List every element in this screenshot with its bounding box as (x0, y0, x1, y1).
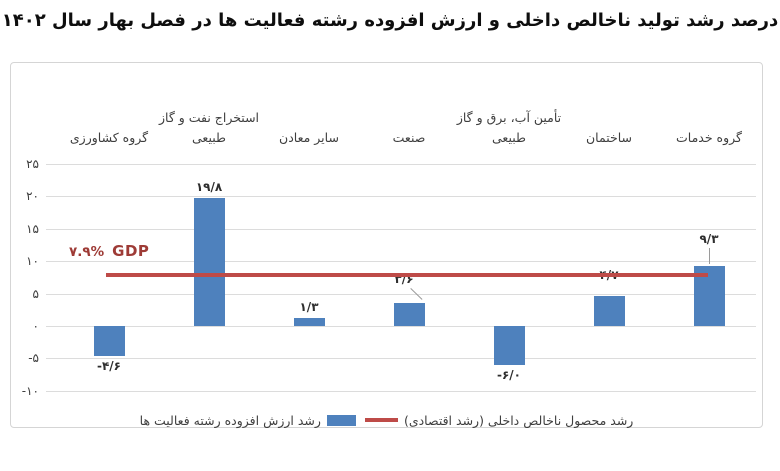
category-label: گروه خدمات (676, 130, 742, 146)
category-label: تأمین آب، برق و گاز طبیعی (456, 109, 562, 146)
gdp-annotation: ۷.۹% GDP (69, 242, 149, 260)
gridline (46, 164, 756, 165)
y-tick-label: ۰ (32, 319, 39, 333)
bar-1 (193, 197, 225, 326)
value-labels-layer: -۴/۶۱۹/۸۱/۳۳/۶-۶/۰۴/۷۹/۳ (11, 63, 762, 427)
y-axis: ۲۵ ۲۰ ۱۵ ۱۰ ۵ ۰ -۵ -۱۰ (11, 63, 762, 427)
value-label-6: ۹/۳ (699, 231, 719, 246)
y-tick-label: -۱۰ (21, 383, 39, 398)
gridline (46, 261, 756, 263)
gridlines-layer (11, 63, 762, 427)
bar-3 (393, 302, 425, 326)
y-tick-label: ۲۵ (26, 157, 39, 171)
chart-area: ۲۵ ۲۰ ۱۵ ۱۰ ۵ ۰ -۵ -۱۰ گروه کشاورزی استخراج نفت … (10, 62, 763, 428)
bars-layer (11, 63, 762, 427)
category-label: استخراج نفت و گاز طبیعی (158, 109, 260, 146)
category-label: ساختمان (586, 130, 632, 146)
y-tick-label: ۱۰ (26, 254, 39, 269)
gdp-text-label: GDP (112, 242, 150, 260)
bar-2 (293, 317, 325, 326)
bar-4 (493, 326, 525, 365)
value-label-2: ۱/۳ (299, 299, 319, 314)
gridline (46, 326, 756, 327)
category-axis: گروه کشاورزی استخراج نفت و گاز طبیعی سایر … (11, 63, 762, 427)
category-label: گروه کشاورزی (69, 130, 149, 146)
gridline (46, 390, 756, 392)
value-label-4: -۶/۰ (496, 367, 522, 382)
gridline (46, 293, 756, 295)
bar-series-swatch-icon (326, 414, 356, 426)
gdp-line (106, 272, 708, 278)
bar-5 (593, 295, 625, 326)
legend: رشد ارزش افزوده رشته فعالیت ها رشد محصول… (11, 407, 762, 433)
legend-entry-line: رشد محصول ناخالص داخلی (رشد اقتصادی) (364, 412, 634, 428)
legend-bars-label: رشد ارزش افزوده رشته فعالیت ها (139, 412, 321, 428)
y-tick-label: ۲۰ (26, 189, 39, 204)
gdp-value-label: ۷.۹% (69, 244, 105, 260)
line-series-swatch-icon (364, 417, 398, 423)
category-label: سایر معادن (279, 130, 339, 146)
gridline (46, 196, 756, 198)
legend-line-label: رشد محصول ناخالص داخلی (رشد اقتصادی) (403, 412, 634, 428)
label-leader-line (410, 287, 423, 300)
label-leader-line (709, 247, 710, 264)
legend-entry-bars: رشد ارزش افزوده رشته فعالیت ها (140, 413, 356, 428)
gridline (46, 358, 756, 360)
gridline (46, 228, 756, 230)
y-tick-label: -۵ (28, 351, 39, 366)
y-tick-label: ۵ (32, 286, 39, 301)
category-label: صنعت (392, 130, 426, 146)
y-tick-label: ۱۵ (26, 221, 39, 236)
chart-title: درصد رشد تولید ناخالص داخلی و ارزش افزود… (1, 10, 779, 31)
bar-0 (93, 326, 125, 356)
value-label-1: ۱۹/۸ (195, 179, 223, 194)
value-label-0: -۴/۶ (96, 358, 122, 373)
